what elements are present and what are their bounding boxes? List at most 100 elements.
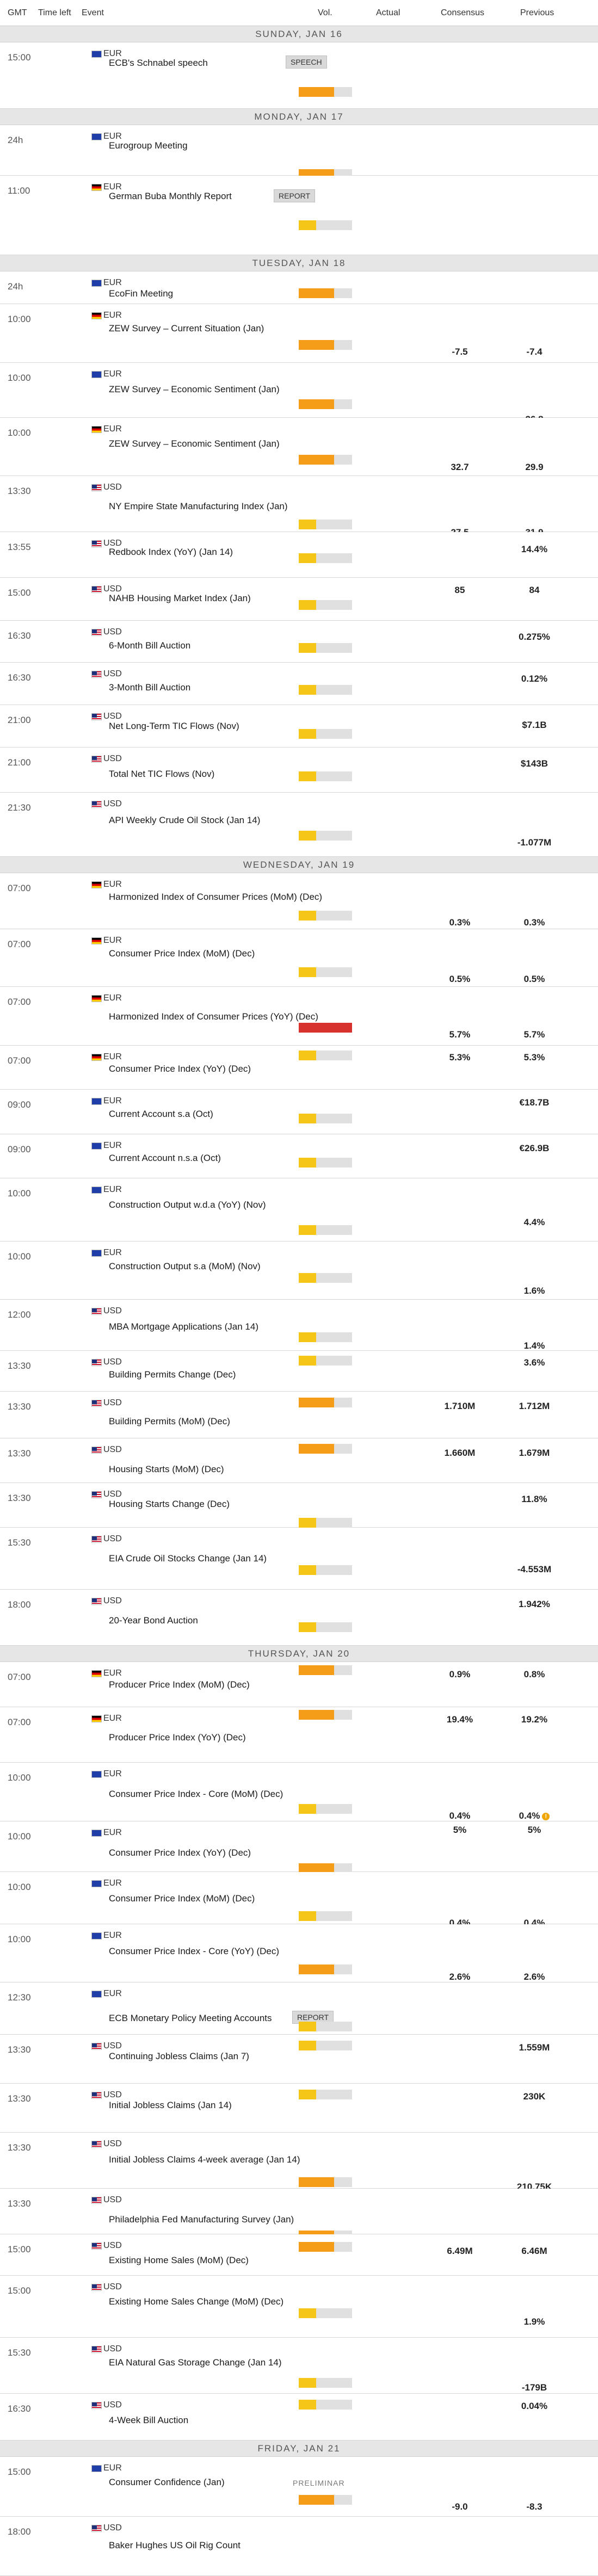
- event-name[interactable]: 20-Year Bond Auction: [109, 1615, 198, 1626]
- event-row[interactable]: 10:00 EUR Consumer Price Index - Core (YoY…: [0, 1924, 598, 1982]
- event-row[interactable]: 13:30 USD Housing Starts Change (Dec) 11.8%: [0, 1483, 598, 1528]
- event-row[interactable]: 10:00 EUR ZEW Survey – Economic Sentiment …: [0, 363, 598, 424]
- event-row[interactable]: 15:00 USD Existing Home Sales (MoM) (Dec) 6…: [0, 2234, 598, 2276]
- event-name[interactable]: API Weekly Crude Oil Stock (Jan 14): [109, 815, 261, 825]
- event-row[interactable]: 15:00 USD NAHB Housing Market Index (Jan) 8…: [0, 578, 598, 621]
- event-row[interactable]: 13:30 USD Building Permits (MoM) (Dec) 1.71…: [0, 1392, 598, 1438]
- event-row[interactable]: 24h EUR EcoFin Meeting: [0, 271, 598, 304]
- event-name[interactable]: Harmonized Index of Consumer Prices (YoY…: [109, 1011, 318, 1022]
- event-name[interactable]: Consumer Price Index (MoM) (Dec): [109, 948, 255, 959]
- event-row[interactable]: 21:00 USD Total Net TIC Flows (Nov) $143B: [0, 748, 598, 793]
- event-row[interactable]: 15:00 USD Existing Home Sales Change (MoM)…: [0, 2276, 598, 2338]
- event-name[interactable]: ECB's Schnabel speech: [109, 58, 208, 68]
- event-name[interactable]: Baker Hughes US Oil Rig Count: [109, 2540, 241, 2550]
- event-name[interactable]: ZEW Survey – Economic Sentiment (Jan): [109, 438, 280, 449]
- event-row[interactable]: 13:30 USD Philadelphia Fed Manufacturing S…: [0, 2189, 598, 2247]
- event-name[interactable]: Total Net TIC Flows (Nov): [109, 769, 215, 779]
- event-row[interactable]: 10:00 EUR Construction Output w.d.a (YoY) …: [0, 1178, 598, 1241]
- event-name[interactable]: Construction Output s.a (MoM) (Nov): [109, 1261, 261, 1271]
- event-name[interactable]: Continuing Jobless Claims (Jan 7): [109, 2051, 249, 2061]
- header-time-left[interactable]: Time left: [38, 8, 71, 17]
- event-row[interactable]: 24h EUR Eurogroup Meeting: [0, 125, 598, 179]
- header-event[interactable]: Event: [82, 8, 104, 17]
- event-name[interactable]: Building Permits (MoM) (Dec): [109, 1416, 230, 1426]
- event-row[interactable]: 07:00 EUR Harmonized Index of Consumer Pri…: [0, 873, 598, 929]
- event-name[interactable]: Existing Home Sales (MoM) (Dec): [109, 2255, 249, 2265]
- header-gmt[interactable]: GMT: [8, 8, 27, 17]
- event-name[interactable]: Consumer Price Index - Core (MoM) (Dec): [109, 1789, 283, 1799]
- event-name[interactable]: ZEW Survey – Economic Sentiment (Jan): [109, 384, 280, 394]
- event-row[interactable]: 21:30 USD API Weekly Crude Oil Stock (Jan …: [0, 793, 598, 857]
- event-name[interactable]: EcoFin Meeting: [109, 288, 174, 299]
- header-previous[interactable]: Previous: [520, 8, 554, 17]
- event-name[interactable]: Consumer Price Index - Core (YoY) (Dec): [109, 1946, 280, 1956]
- event-name[interactable]: Housing Starts Change (Dec): [109, 1499, 230, 1509]
- event-name[interactable]: Construction Output w.d.a (YoY) (Nov): [109, 1200, 266, 1210]
- event-name[interactable]: Existing Home Sales Change (MoM) (Dec): [109, 2296, 284, 2307]
- event-name[interactable]: Initial Jobless Claims (Jan 14): [109, 2100, 232, 2110]
- event-row[interactable]: 13:30 USD Continuing Jobless Claims (Jan 7…: [0, 2035, 598, 2084]
- event-name[interactable]: Harmonized Index of Consumer Prices (MoM…: [109, 892, 323, 902]
- event-name[interactable]: 3-Month Bill Auction: [109, 682, 191, 693]
- event-row[interactable]: 09:00 EUR Current Account n.s.a (Oct) €26.9…: [0, 1134, 598, 1178]
- event-name[interactable]: 4-Week Bill Auction: [109, 2415, 189, 2425]
- event-row[interactable]: 10:00 EUR Consumer Price Index (MoM) (Dec)…: [0, 1872, 598, 1928]
- event-row[interactable]: 07:00 EUR Harmonized Index of Consumer Pri…: [0, 987, 598, 1046]
- event-row[interactable]: 07:00 EUR Consumer Price Index (YoY) (Dec)…: [0, 1046, 598, 1090]
- event-row[interactable]: 13:30 USD Initial Jobless Claims 4-week av…: [0, 2133, 598, 2192]
- event-row[interactable]: 07:00 EUR Producer Price Index (MoM) (Dec)…: [0, 1662, 598, 1707]
- event-row[interactable]: 15:00 EUR Consumer Confidence (Jan) PRELIMI…: [0, 2457, 598, 2517]
- event-name[interactable]: Current Account n.s.a (Oct): [109, 1153, 221, 1163]
- event-name[interactable]: Housing Starts (MoM) (Dec): [109, 1464, 224, 1474]
- event-row[interactable]: 15:30 USD EIA Crude Oil Stocks Change (Jan…: [0, 1528, 598, 1590]
- event-name[interactable]: Consumer Confidence (Jan): [109, 2477, 225, 2487]
- event-row[interactable]: 16:30 USD 4-Week Bill Auction 0.04%: [0, 2394, 598, 2441]
- event-row[interactable]: 16:30 USD 6-Month Bill Auction 0.275%: [0, 621, 598, 663]
- event-row[interactable]: 18:00 USD 20-Year Bond Auction 1.942%: [0, 1590, 598, 1646]
- event-row[interactable]: 07:00 EUR Producer Price Index (YoY) (Dec)…: [0, 1707, 598, 1763]
- event-row[interactable]: 07:00 EUR Consumer Price Index (MoM) (Dec)…: [0, 929, 598, 987]
- event-name[interactable]: EIA Natural Gas Storage Change (Jan 14): [109, 2357, 282, 2368]
- event-name[interactable]: Redbook Index (YoY) (Jan 14): [109, 547, 233, 557]
- revised-warning-icon[interactable]: !: [542, 1812, 550, 1820]
- event-row[interactable]: 10:00 EUR Consumer Price Index (YoY) (Dec)…: [0, 1821, 598, 1873]
- event-name[interactable]: Consumer Price Index (YoY) (Dec): [109, 1848, 251, 1858]
- event-name[interactable]: Consumer Price Index (MoM) (Dec): [109, 1893, 255, 1904]
- event-name[interactable]: Net Long-Term TIC Flows (Nov): [109, 721, 239, 731]
- event-row[interactable]: 13:30 USD Building Permits Change (Dec) 3.6…: [0, 1351, 598, 1392]
- event-name[interactable]: NY Empire State Manufacturing Index (Jan…: [109, 501, 288, 511]
- event-name[interactable]: Consumer Price Index (YoY) (Dec): [109, 1064, 251, 1074]
- event-row[interactable]: 13:30 USD Initial Jobless Claims (Jan 14) 2…: [0, 2084, 598, 2133]
- header-actual[interactable]: Actual: [376, 8, 400, 17]
- event-row[interactable]: 18:00 USD Baker Hughes US Oil Rig Count: [0, 2517, 598, 2576]
- event-name[interactable]: Building Permits Change (Dec): [109, 1369, 236, 1380]
- event-row[interactable]: 10:00 EUR ZEW Survey – Current Situation (…: [0, 304, 598, 363]
- event-row[interactable]: 13:30 USD Housing Starts (MoM) (Dec) 1.660M…: [0, 1438, 598, 1483]
- event-row[interactable]: 09:00 EUR Current Account s.a (Oct) €18.7B: [0, 1090, 598, 1134]
- event-row[interactable]: 12:00 USD MBA Mortgage Applications (Jan 1…: [0, 1300, 598, 1351]
- event-name[interactable]: German Buba Monthly Report: [109, 191, 232, 201]
- event-name[interactable]: Current Account s.a (Oct): [109, 1109, 213, 1119]
- event-row[interactable]: 13:55 USD Redbook Index (YoY) (Jan 14) 14.4…: [0, 532, 598, 578]
- event-name[interactable]: Producer Price Index (MoM) (Dec): [109, 1679, 250, 1690]
- header-consensus[interactable]: Consensus: [441, 8, 485, 17]
- event-row[interactable]: 16:30 USD 3-Month Bill Auction 0.12%: [0, 663, 598, 705]
- event-row[interactable]: 10:00 EUR Consumer Price Index - Core (MoM…: [0, 1763, 598, 1821]
- event-row[interactable]: 10:00 EUR Construction Output s.a (MoM) (N…: [0, 1241, 598, 1300]
- event-name[interactable]: ZEW Survey – Current Situation (Jan): [109, 323, 264, 333]
- event-name[interactable]: Philadelphia Fed Manufacturing Survey (J…: [109, 2214, 294, 2225]
- event-name[interactable]: Producer Price Index (YoY) (Dec): [109, 1732, 246, 1743]
- event-row[interactable]: 15:30 USD EIA Natural Gas Storage Change (…: [0, 2338, 598, 2394]
- event-name[interactable]: ECB Monetary Policy Meeting Accounts: [109, 2013, 272, 2023]
- event-name[interactable]: EIA Crude Oil Stocks Change (Jan 14): [109, 1553, 267, 1564]
- event-row[interactable]: 12:30 EUR ECB Monetary Policy Meeting Acco…: [0, 1982, 598, 2035]
- event-row[interactable]: 11:00 EUR German Buba Monthly Report REPORT: [0, 176, 598, 255]
- event-row[interactable]: 15:00 EUR ECB's Schnabel speech SPEECH: [0, 42, 598, 109]
- event-name[interactable]: MBA Mortgage Applications (Jan 14): [109, 1321, 258, 1332]
- event-name[interactable]: NAHB Housing Market Index (Jan): [109, 593, 251, 603]
- event-row[interactable]: 21:00 USD Net Long-Term TIC Flows (Nov) $7.…: [0, 705, 598, 748]
- event-name[interactable]: 6-Month Bill Auction: [109, 640, 191, 651]
- header-vol[interactable]: Vol.: [318, 8, 332, 17]
- event-name[interactable]: Eurogroup Meeting: [109, 140, 188, 151]
- event-name[interactable]: Initial Jobless Claims 4-week average (J…: [109, 2154, 300, 2165]
